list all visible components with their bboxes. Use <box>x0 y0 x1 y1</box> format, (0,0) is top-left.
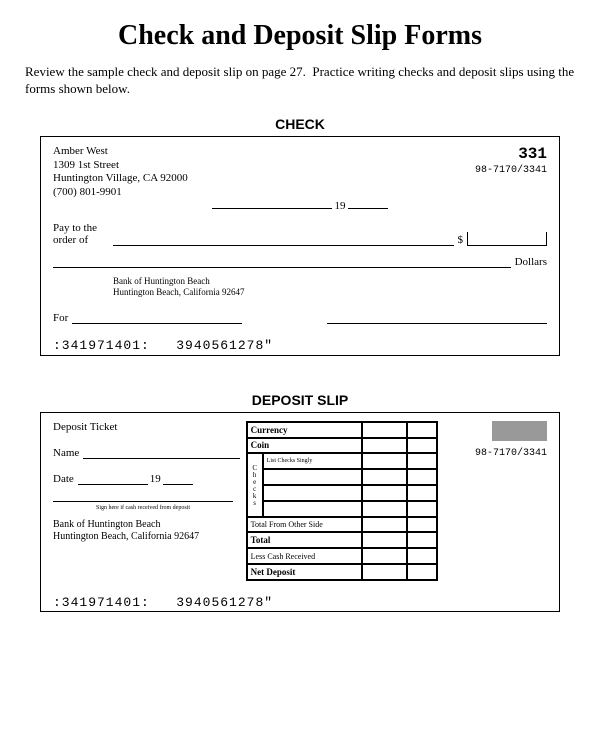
dollars-word: Dollars <box>515 256 547 268</box>
deposit-year-field[interactable] <box>163 474 193 485</box>
list-checks-label: List Checks Singly <box>263 453 363 469</box>
total-other-amt[interactable] <box>362 517 407 533</box>
less-cash-amt[interactable] <box>362 548 407 564</box>
total-cents[interactable] <box>407 532 437 548</box>
deposit-name-label: Name <box>53 447 79 459</box>
check3-label[interactable] <box>263 485 363 501</box>
net-deposit-cents[interactable] <box>407 564 437 580</box>
payer-city: Huntington Village, CA 92000 <box>53 172 188 186</box>
check-routing-small: 98-7170/3341 <box>475 165 547 176</box>
net-deposit-amt[interactable] <box>362 564 407 580</box>
micr-account: 3940561278" <box>176 338 273 353</box>
deposit-gray-box <box>492 421 547 441</box>
deposit-date-century: 19 <box>150 473 161 485</box>
for-field[interactable] <box>72 313 242 324</box>
check-heading: CHECK <box>25 116 575 132</box>
check2-label[interactable] <box>263 469 363 485</box>
amount-words-field[interactable] <box>53 257 511 268</box>
check3-cents[interactable] <box>407 485 437 501</box>
deposit-sign-field[interactable] <box>53 491 233 502</box>
deposit-ticket-label: Deposit Ticket <box>53 421 240 433</box>
check-number: 331 <box>475 145 547 163</box>
check4-amt[interactable] <box>362 501 407 517</box>
check-bank-addr: Huntington Beach, California 92647 <box>113 287 547 298</box>
net-deposit-label: Net Deposit <box>247 564 363 580</box>
coin-label: Coin <box>247 438 363 454</box>
deposit-routing-small: 98-7170/3341 <box>444 448 547 459</box>
payto-label-1: Pay to the <box>53 222 113 234</box>
deposit-name-field[interactable] <box>83 448 239 459</box>
payer-phone: (700) 801-9901 <box>53 186 188 200</box>
payer-name: Amber West <box>53 145 188 159</box>
deposit-form: Deposit Ticket Name Date 19 Sign here if… <box>40 412 560 612</box>
date-year-field[interactable] <box>348 198 388 209</box>
deposit-bank-addr: Huntington Beach, California 92647 <box>53 531 240 543</box>
deposit-micr-account: 3940561278" <box>176 595 273 610</box>
page-title: Check and Deposit Slip Forms <box>25 20 575 52</box>
coin-cents[interactable] <box>407 438 437 454</box>
payer-street: 1309 1st Street <box>53 159 188 173</box>
check-bank-block: Bank of Huntington Beach Huntington Beac… <box>113 276 547 298</box>
intro-text: Review the sample check and deposit slip… <box>25 64 575 98</box>
amount-box-field[interactable] <box>467 232 547 246</box>
dollar-sign: $ <box>458 234 464 246</box>
deposit-heading: DEPOSIT SLIP <box>25 392 575 408</box>
date-century: 19 <box>335 200 346 212</box>
deposit-micr-routing: :341971401: <box>53 595 150 610</box>
total-amt[interactable] <box>362 532 407 548</box>
less-cash-label: Less Cash Received <box>247 548 363 564</box>
currency-amt[interactable] <box>362 422 407 438</box>
payto-label: Pay to the order of <box>53 222 113 246</box>
total-label: Total <box>247 532 363 548</box>
deposit-bank-block: Bank of Huntington Beach Huntington Beac… <box>53 519 240 543</box>
deposit-date-field[interactable] <box>78 474 148 485</box>
check2-cents[interactable] <box>407 469 437 485</box>
payto-label-2: order of <box>53 234 113 246</box>
check1-cents[interactable] <box>407 453 437 469</box>
deposit-sign-note: Sign here if cash received from deposit <box>53 505 233 511</box>
deposit-micr: :341971401: 3940561278" <box>53 595 547 610</box>
check-micr: :341971401: 3940561278" <box>53 338 547 353</box>
check-bank-name: Bank of Huntington Beach <box>113 276 547 287</box>
check2-amt[interactable] <box>362 469 407 485</box>
deposit-date-label: Date <box>53 473 74 485</box>
less-cash-cents[interactable] <box>407 548 437 564</box>
currency-cents[interactable] <box>407 422 437 438</box>
deposit-table: Currency Coin Checks List Checks Singly <box>246 421 439 581</box>
total-other-label: Total From Other Side <box>247 517 363 533</box>
check4-label[interactable] <box>263 501 363 517</box>
payto-field[interactable] <box>113 235 454 246</box>
check1-amt[interactable] <box>362 453 407 469</box>
total-other-cents[interactable] <box>407 517 437 533</box>
check4-cents[interactable] <box>407 501 437 517</box>
for-label: For <box>53 312 68 324</box>
date-month-field[interactable] <box>212 198 332 209</box>
coin-amt[interactable] <box>362 438 407 454</box>
check-form: Amber West 1309 1st Street Huntington Vi… <box>40 136 560 356</box>
currency-label: Currency <box>247 422 363 438</box>
check-date-row: 19 <box>53 198 547 212</box>
check3-amt[interactable] <box>362 485 407 501</box>
signature-field[interactable] <box>327 313 547 324</box>
payer-block: Amber West 1309 1st Street Huntington Vi… <box>53 145 188 200</box>
deposit-bank-name: Bank of Huntington Beach <box>53 519 240 531</box>
checks-vert-label: Checks <box>247 453 263 516</box>
micr-routing: :341971401: <box>53 338 150 353</box>
